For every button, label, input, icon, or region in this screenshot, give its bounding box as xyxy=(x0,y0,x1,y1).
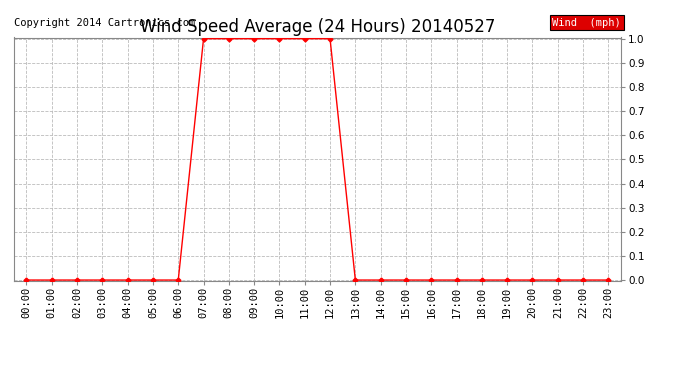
Title: Wind Speed Average (24 Hours) 20140527: Wind Speed Average (24 Hours) 20140527 xyxy=(139,18,495,36)
Text: Wind  (mph): Wind (mph) xyxy=(552,18,621,28)
Text: Copyright 2014 Cartronics.com: Copyright 2014 Cartronics.com xyxy=(14,18,195,28)
